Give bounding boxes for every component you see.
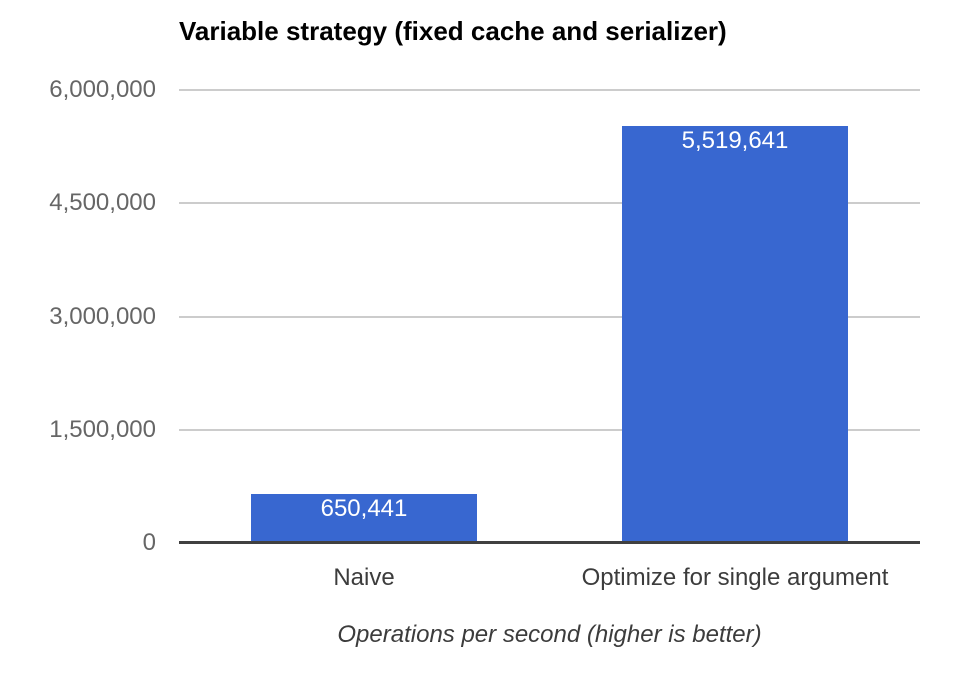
bar: 5,519,641 <box>622 126 848 543</box>
gridline <box>179 202 920 204</box>
x-axis-baseline <box>179 541 920 544</box>
y-tick-label: 1,500,000 <box>49 416 156 443</box>
gridline <box>179 89 920 91</box>
plot-area: 650,441 5,519,641 <box>179 89 920 544</box>
y-tick-label: 3,000,000 <box>49 303 156 330</box>
gridline <box>179 429 920 431</box>
x-category-label: Optimize for single argument <box>581 564 889 591</box>
bar-value-label: 5,519,641 <box>681 127 789 154</box>
y-axis: 0 1,500,000 3,000,000 4,500,000 6,000,000 <box>0 0 156 676</box>
bar-value-label: 650,441 <box>320 495 408 522</box>
y-tick-label: 0 <box>142 529 156 556</box>
chart-title: Variable strategy (fixed cache and seria… <box>179 16 727 46</box>
bar: 650,441 <box>251 494 477 543</box>
x-category-label: Naive <box>333 564 395 591</box>
gridline <box>179 316 920 318</box>
axis-caption: Operations per second (higher is better) <box>337 621 762 648</box>
y-tick-label: 6,000,000 <box>49 76 156 103</box>
y-tick-label: 4,500,000 <box>49 189 156 216</box>
